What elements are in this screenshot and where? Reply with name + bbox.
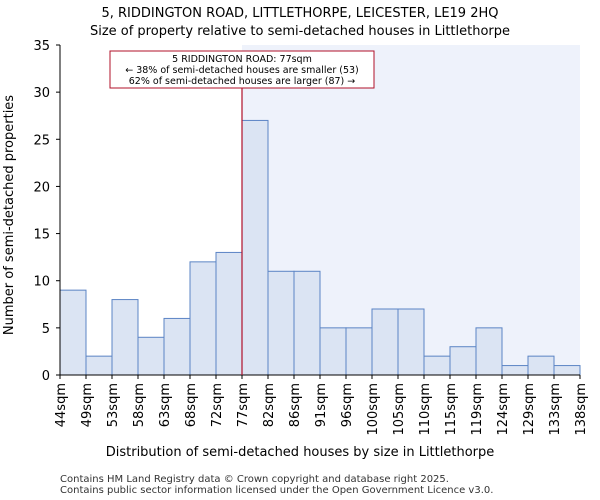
x-tick-label: 119sqm: [470, 383, 485, 436]
y-tick-label: 15: [33, 228, 50, 243]
chart-title: 5, RIDDINGTON ROAD, LITTLETHORPE, LEICES…: [101, 6, 498, 21]
x-tick-label: 86sqm: [288, 383, 303, 427]
y-tick-label: 30: [33, 86, 50, 101]
bar-100sqm: [371, 308, 399, 376]
bar-129sqm: [527, 355, 555, 376]
x-tick-label: 124sqm: [496, 383, 511, 436]
x-tick-label: 53sqm: [106, 383, 121, 427]
bar-58sqm: [137, 336, 165, 376]
x-tick-label: 133sqm: [548, 383, 563, 436]
bar-124sqm: [501, 365, 529, 376]
footer-licence: Contains public sector information licen…: [60, 485, 494, 496]
x-tick-label: 77sqm: [236, 383, 251, 427]
x-tick-label: 105sqm: [392, 383, 407, 436]
bar-44sqm: [59, 289, 87, 376]
x-tick-label: 115sqm: [444, 383, 459, 436]
bar-96sqm: [345, 327, 373, 376]
x-tick-label: 138sqm: [574, 383, 589, 436]
x-tick-label: 63sqm: [158, 383, 173, 427]
y-tick-label: 10: [33, 275, 50, 290]
property-annotation: 5 RIDDINGTON ROAD: 77sqm ← 38% of semi-d…: [109, 50, 375, 89]
x-tick-label: 110sqm: [418, 383, 433, 436]
bar-72sqm: [215, 251, 243, 376]
bar-49sqm: [85, 355, 113, 376]
footer-copyright: Contains HM Land Registry data © Crown c…: [60, 474, 449, 485]
x-tick-label: 68sqm: [184, 383, 199, 427]
y-tick-label: 20: [33, 180, 50, 195]
y-tick-label: 0: [42, 369, 50, 384]
bar-133sqm: [553, 365, 581, 376]
bar-105sqm: [397, 308, 425, 376]
annotation-line-1: 5 RIDDINGTON ROAD: 77sqm: [172, 54, 312, 65]
x-tick-label: 49sqm: [80, 383, 95, 427]
bar-63sqm: [163, 317, 191, 376]
x-tick-label: 100sqm: [366, 383, 381, 436]
x-tick-label: 82sqm: [262, 383, 277, 427]
bar-115sqm: [449, 346, 477, 376]
bar-86sqm: [293, 270, 321, 376]
annotation-line-3: 62% of semi-detached houses are larger (…: [129, 76, 356, 87]
annotation-box: [109, 50, 375, 89]
chart-subtitle: Size of property relative to semi-detach…: [90, 24, 510, 39]
x-tick-label: 72sqm: [210, 383, 225, 427]
x-axis-label: Distribution of semi-detached houses by …: [106, 445, 495, 460]
x-tick-label: 44sqm: [54, 383, 69, 427]
bar-68sqm: [189, 261, 217, 376]
annotation-line-2: ← 38% of semi-detached houses are smalle…: [125, 65, 359, 76]
bar-110sqm: [423, 355, 451, 376]
y-tick-label: 35: [33, 39, 50, 54]
x-tick-label: 96sqm: [340, 383, 355, 427]
x-tick-label: 129sqm: [522, 383, 537, 436]
x-tick-label: 91sqm: [314, 383, 329, 427]
y-tick-label: 25: [33, 133, 50, 148]
bar-119sqm: [475, 327, 503, 376]
x-tick-label: 58sqm: [132, 383, 147, 427]
bar-77sqm: [241, 119, 269, 376]
bar-53sqm: [111, 299, 139, 376]
y-axis-label: Number of semi-detached properties: [2, 95, 17, 335]
bar-91sqm: [319, 327, 347, 376]
y-tick-label: 5: [42, 322, 50, 337]
bar-82sqm: [267, 270, 295, 376]
